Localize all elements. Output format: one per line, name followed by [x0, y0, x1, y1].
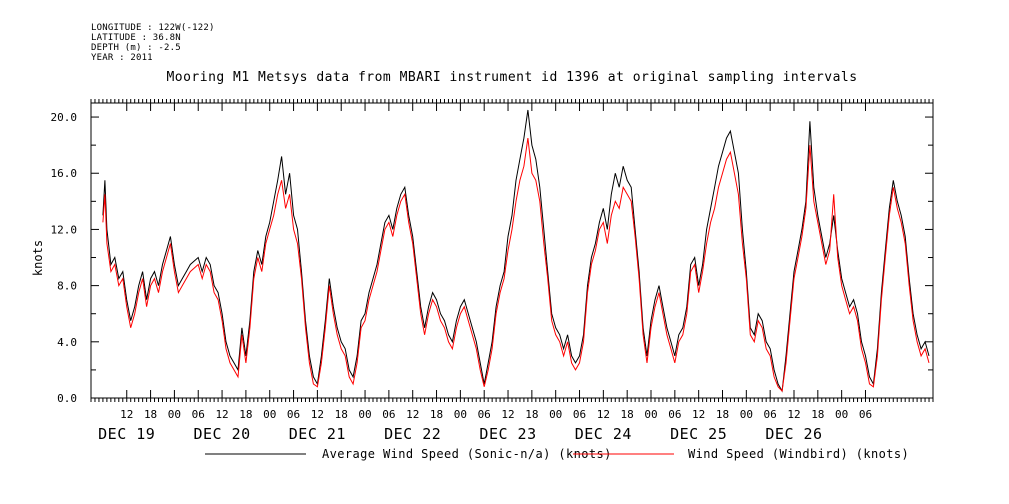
x-tick-label: 00	[168, 408, 181, 421]
meta-longitude: LONGITUDE : 122W(-122)	[91, 23, 215, 33]
x-tick-label: 06	[192, 408, 205, 421]
x-tick-label: 18	[716, 408, 729, 421]
x-tick-label: 00	[740, 408, 753, 421]
plot-frame	[90, 102, 934, 399]
meta-year: YEAR : 2011	[91, 53, 153, 63]
y-tick-label: 4.0	[57, 336, 77, 349]
x-tick-label: 06	[859, 408, 872, 421]
x-tick-label: 00	[263, 408, 276, 421]
date-label: DEC 21	[289, 425, 346, 443]
x-tick-label: 18	[144, 408, 157, 421]
date-label: DEC 24	[575, 425, 632, 443]
minor-ticks	[90, 99, 934, 402]
date-label: DEC 23	[479, 425, 536, 443]
legend-label-series2: Wind Speed (Windbird) (knots)	[688, 447, 909, 461]
date-label: DEC 26	[765, 425, 822, 443]
x-tick-label: 12	[597, 408, 610, 421]
meta-depth: DEPTH (m) : -2.5	[91, 43, 181, 53]
x-tick-label: 00	[644, 408, 657, 421]
series-line-2	[102, 138, 930, 393]
series-group	[102, 109, 930, 393]
x-tick-label: 18	[621, 408, 634, 421]
chart-title: Mooring M1 Metsys data from MBARI instru…	[166, 70, 857, 85]
x-tick-label: 06	[382, 408, 395, 421]
x-tick-label: 18	[239, 408, 252, 421]
x-tick-label: 00	[454, 408, 467, 421]
x-tick-label: 18	[811, 408, 824, 421]
y-tick-label: 12.0	[51, 223, 78, 236]
x-tick-label: 06	[668, 408, 681, 421]
series-line-1	[102, 109, 930, 393]
x-tick-label: 18	[525, 408, 538, 421]
x-tick-label: 12	[692, 408, 705, 421]
x-tick-label: 12	[787, 408, 800, 421]
y-axis-label: knots	[31, 240, 45, 276]
y-tick-label: 20.0	[51, 111, 78, 124]
date-label: DEC 22	[384, 425, 441, 443]
y-tick-label: 8.0	[57, 280, 77, 293]
x-tick-label: 00	[358, 408, 371, 421]
x-tick-label: 12	[501, 408, 514, 421]
x-tick-label: 18	[335, 408, 348, 421]
x-tick-label: 00	[835, 408, 848, 421]
x-tick-label: 12	[311, 408, 324, 421]
y-tick-label: 0.0	[57, 392, 77, 405]
metadata-block: LONGITUDE : 122W(-122) LATITUDE : 36.8N …	[91, 23, 215, 63]
y-ticks: 0.0 4.0 8.0 12.0 16.0 20.0	[51, 111, 933, 405]
x-tick-label: 12	[120, 408, 133, 421]
date-label: DEC 20	[193, 425, 250, 443]
x-tick-label: 06	[478, 408, 491, 421]
x-tick-label: 00	[549, 408, 562, 421]
x-ticks: 12 18 00 06 12 18 00 06 12 18 00 06 12 18 00 06 12 18 00 06…	[98, 103, 872, 443]
x-tick-label: 06	[287, 408, 300, 421]
x-tick-label: 18	[430, 408, 443, 421]
meta-latitude: LATITUDE : 36.8N	[91, 33, 181, 43]
x-tick-label: 12	[406, 408, 419, 421]
legend: Average Wind Speed (Sonic-n/a) (knots) W…	[205, 447, 909, 461]
legend-label-series1: Average Wind Speed (Sonic-n/a) (knots)	[322, 447, 612, 461]
y-tick-label: 16.0	[51, 167, 78, 180]
x-tick-label: 06	[764, 408, 777, 421]
date-label: DEC 25	[670, 425, 727, 443]
date-label: DEC 19	[98, 425, 155, 443]
x-tick-label: 12	[215, 408, 228, 421]
x-tick-label: 06	[573, 408, 586, 421]
